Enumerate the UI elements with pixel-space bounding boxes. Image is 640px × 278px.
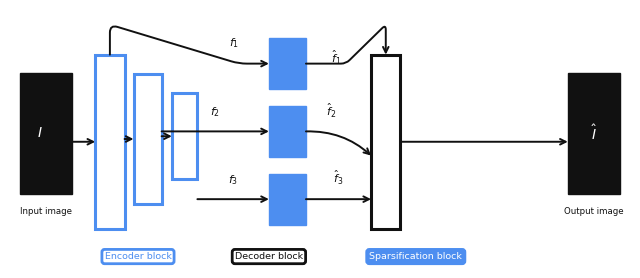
Bar: [172, 93, 197, 179]
Text: $f_1$: $f_1$: [228, 36, 239, 50]
Bar: [269, 38, 306, 89]
Text: $f_2$: $f_2$: [210, 105, 220, 119]
Text: Encoder block: Encoder block: [104, 252, 172, 261]
Text: $\hat{I}$: $\hat{I}$: [591, 124, 597, 143]
Text: Input image: Input image: [20, 207, 72, 216]
Bar: [371, 55, 401, 229]
Text: Sparsification block: Sparsification block: [369, 252, 462, 261]
Bar: [20, 73, 72, 194]
Bar: [95, 55, 125, 229]
Text: Decoder block: Decoder block: [235, 252, 303, 261]
Bar: [134, 74, 162, 204]
Text: Output image: Output image: [564, 207, 624, 216]
Text: $\hat{f}_2$: $\hat{f}_2$: [326, 102, 337, 120]
Text: $f_3$: $f_3$: [228, 173, 238, 187]
Bar: [269, 173, 306, 225]
Bar: [568, 73, 620, 194]
Bar: [269, 106, 306, 157]
Text: $\hat{f}_1$: $\hat{f}_1$: [332, 49, 342, 67]
Text: $\hat{f}_3$: $\hat{f}_3$: [333, 168, 344, 187]
Text: $I$: $I$: [36, 126, 42, 140]
